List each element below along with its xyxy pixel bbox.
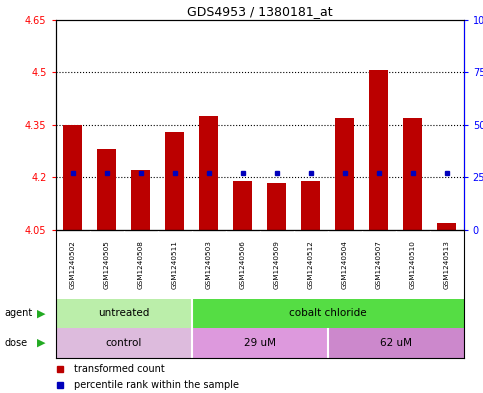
Bar <box>327 328 464 358</box>
Text: GSM1240503: GSM1240503 <box>206 240 212 289</box>
Bar <box>369 70 388 230</box>
Text: percentile rank within the sample: percentile rank within the sample <box>74 380 239 389</box>
Text: GSM1240505: GSM1240505 <box>103 240 110 289</box>
Bar <box>97 149 116 230</box>
Bar <box>233 181 252 230</box>
Text: GSM1240502: GSM1240502 <box>70 240 75 289</box>
Title: GDS4953 / 1380181_at: GDS4953 / 1380181_at <box>187 6 332 18</box>
Text: dose: dose <box>5 338 28 348</box>
Text: ▶: ▶ <box>37 338 45 348</box>
Text: control: control <box>105 338 142 348</box>
Text: 29 uM: 29 uM <box>243 338 276 348</box>
Text: ▶: ▶ <box>37 309 45 318</box>
Bar <box>267 183 286 230</box>
Bar <box>131 170 150 230</box>
Bar <box>199 116 218 230</box>
Bar <box>403 118 422 230</box>
Text: cobalt chloride: cobalt chloride <box>289 309 367 318</box>
Bar <box>192 328 327 358</box>
Text: transformed count: transformed count <box>74 364 165 374</box>
Text: GSM1240509: GSM1240509 <box>273 240 280 289</box>
Text: GSM1240511: GSM1240511 <box>171 240 178 289</box>
Text: GSM1240504: GSM1240504 <box>341 240 348 289</box>
Bar <box>63 125 82 230</box>
Text: GSM1240507: GSM1240507 <box>376 240 382 289</box>
Text: agent: agent <box>5 309 33 318</box>
Text: GSM1240513: GSM1240513 <box>444 240 450 289</box>
Text: GSM1240512: GSM1240512 <box>308 240 313 289</box>
Bar <box>437 223 456 230</box>
Bar <box>192 299 464 328</box>
Bar <box>56 299 192 328</box>
Text: GSM1240508: GSM1240508 <box>138 240 143 289</box>
Bar <box>301 181 320 230</box>
Text: GSM1240506: GSM1240506 <box>240 240 246 289</box>
Bar <box>335 118 354 230</box>
Bar <box>165 132 184 230</box>
Bar <box>56 328 192 358</box>
Text: untreated: untreated <box>98 309 149 318</box>
Text: GSM1240510: GSM1240510 <box>410 240 416 289</box>
Text: 62 uM: 62 uM <box>380 338 412 348</box>
